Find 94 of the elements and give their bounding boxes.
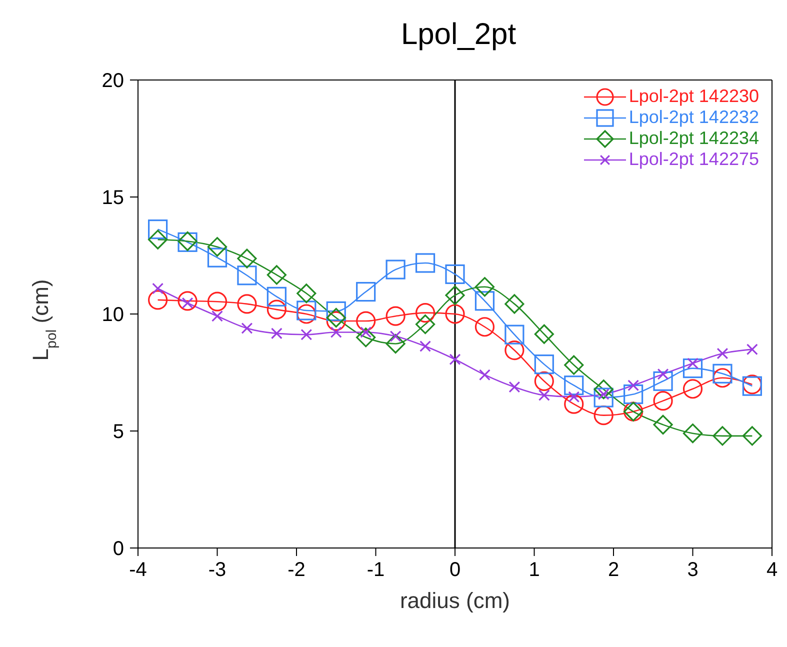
point — [207, 292, 228, 312]
x-tick-label: -3 — [208, 559, 226, 582]
point — [270, 328, 282, 340]
point — [237, 266, 257, 286]
point — [682, 358, 703, 378]
point — [504, 340, 524, 360]
point — [474, 277, 495, 297]
point — [386, 334, 406, 354]
point — [594, 380, 614, 400]
point — [478, 369, 490, 381]
point — [266, 300, 286, 320]
y-tick-label: 20 — [102, 70, 124, 92]
x-tick-label: -2 — [288, 559, 306, 582]
x-tick-label: 1 — [528, 559, 540, 582]
point — [326, 311, 346, 331]
point — [415, 303, 436, 323]
x-tick-label: -1 — [366, 559, 385, 582]
point — [682, 424, 703, 444]
point — [296, 284, 316, 304]
point — [474, 291, 495, 311]
point — [326, 301, 346, 321]
point — [504, 324, 524, 344]
point — [237, 294, 257, 314]
point — [356, 311, 376, 331]
y-tick-label: 10 — [102, 304, 124, 326]
point — [653, 371, 673, 391]
point — [326, 308, 346, 328]
point — [746, 344, 758, 356]
point — [624, 384, 644, 404]
point — [445, 285, 465, 306]
point — [534, 324, 554, 344]
point — [212, 310, 223, 322]
point — [716, 348, 728, 360]
point — [653, 391, 673, 411]
point — [207, 248, 228, 268]
point — [415, 314, 436, 334]
point — [657, 368, 669, 380]
x-tick-label: 0 — [449, 559, 461, 582]
point — [449, 354, 461, 366]
x-tick-label: 3 — [687, 559, 698, 582]
point — [148, 219, 168, 240]
point — [594, 406, 614, 426]
point — [534, 354, 554, 374]
point — [508, 381, 520, 393]
point — [296, 300, 316, 320]
point — [266, 265, 286, 285]
point — [653, 414, 673, 434]
point — [415, 253, 436, 273]
chart-title: Lpol_2pt — [400, 18, 518, 52]
point — [148, 230, 168, 250]
point — [266, 286, 286, 306]
point — [296, 304, 316, 324]
point — [356, 282, 376, 302]
point — [148, 290, 168, 310]
legend-label: Lpol-2pt 142232 — [628, 107, 759, 128]
point — [534, 371, 554, 391]
point — [474, 317, 495, 337]
x-axis-title: radius (cm) — [400, 588, 510, 613]
point — [330, 326, 342, 338]
legend-label: Lpol-2pt 142230 — [628, 86, 759, 107]
point — [564, 394, 584, 414]
x-tick-label: -4 — [129, 559, 147, 582]
y-tick-label: 5 — [112, 421, 124, 444]
point — [568, 391, 580, 403]
point — [712, 368, 732, 388]
point — [712, 364, 732, 384]
point — [504, 294, 524, 314]
x-tick-label: 2 — [608, 559, 620, 582]
legend-label: Lpol-2pt 142275 — [628, 149, 759, 170]
point — [628, 380, 640, 392]
point — [207, 237, 228, 257]
point — [712, 426, 732, 446]
x-tick-label: 4 — [766, 559, 778, 582]
point — [386, 306, 406, 326]
point — [241, 322, 253, 334]
point — [564, 355, 584, 375]
point — [445, 264, 465, 284]
point — [742, 426, 762, 446]
point — [594, 388, 614, 408]
y-tick-label: 0 — [112, 538, 124, 560]
point — [445, 304, 465, 324]
point — [237, 248, 257, 268]
legend-label: Lpol-2pt 142234 — [628, 128, 759, 149]
point — [356, 328, 376, 348]
y-tick-label: 15 — [102, 187, 124, 210]
point — [300, 328, 312, 340]
point — [390, 330, 402, 342]
point — [564, 376, 584, 396]
point — [538, 389, 550, 401]
point — [682, 379, 703, 399]
point — [386, 260, 406, 280]
point — [178, 291, 198, 311]
point — [420, 340, 432, 352]
point — [152, 282, 164, 294]
